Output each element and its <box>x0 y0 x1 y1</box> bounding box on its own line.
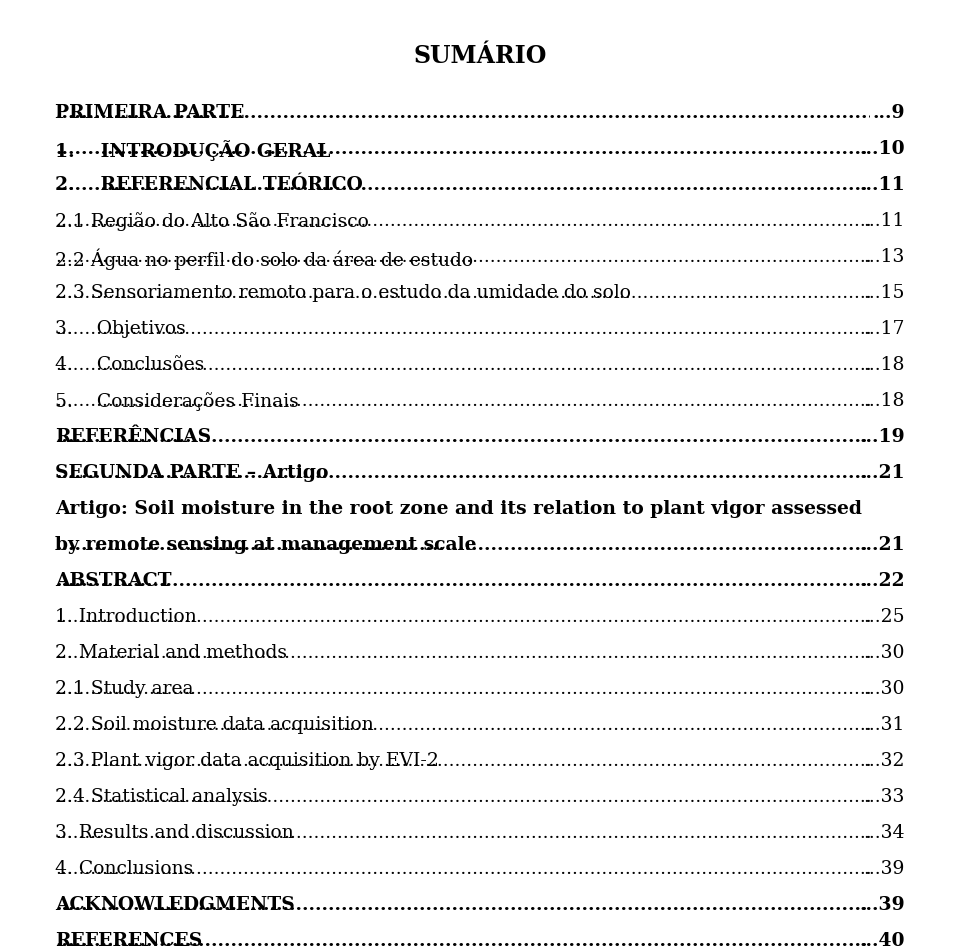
Text: ................................................................................: ........................................… <box>55 644 960 662</box>
Text: ................................................................................: ........................................… <box>55 824 960 842</box>
Text: ................................................................................: ........................................… <box>55 536 960 554</box>
Text: ...31: ...31 <box>864 716 905 734</box>
Text: ................................................................................: ........................................… <box>55 752 960 770</box>
Text: by remote sensing at management scale: by remote sensing at management scale <box>55 536 476 554</box>
Text: ................................................................................: ........................................… <box>55 896 960 914</box>
Text: ...34: ...34 <box>863 824 905 842</box>
Text: ................................................................................: ........................................… <box>55 464 960 482</box>
Text: 4. Conclusions: 4. Conclusions <box>55 860 193 878</box>
Text: 1. Introduction: 1. Introduction <box>55 608 197 626</box>
Text: ...33: ...33 <box>864 788 905 806</box>
Text: ................................................................................: ........................................… <box>55 608 960 626</box>
Text: ................................................................................: ........................................… <box>55 356 960 374</box>
Text: 2.2 Água no perfil do solo da área de estudo: 2.2 Água no perfil do solo da área de es… <box>55 248 473 270</box>
Text: 2.4 Statistical analysis: 2.4 Statistical analysis <box>55 788 268 806</box>
Text: REFERENCES: REFERENCES <box>55 932 203 949</box>
Text: 2. Material and methods: 2. Material and methods <box>55 644 287 662</box>
Text: ...21: ...21 <box>859 536 905 554</box>
Text: PRIMEIRA PARTE: PRIMEIRA PARTE <box>55 104 245 122</box>
Text: ...32: ...32 <box>863 752 905 770</box>
Text: ................................................................................: ........................................… <box>55 392 960 410</box>
Text: 3. Results and discussion: 3. Results and discussion <box>55 824 294 842</box>
Text: REFERÊNCIAS: REFERÊNCIAS <box>55 428 211 446</box>
Text: ................................................................................: ........................................… <box>55 176 960 194</box>
Text: ...21: ...21 <box>859 464 905 482</box>
Text: ...30: ...30 <box>863 644 905 662</box>
Text: 5.    Considerações Finais: 5. Considerações Finais <box>55 392 299 411</box>
Text: SEGUNDA PARTE – Artigo: SEGUNDA PARTE – Artigo <box>55 464 328 482</box>
Text: 2.1 Região do Alto São Francisco: 2.1 Região do Alto São Francisco <box>55 212 369 231</box>
Text: ACKNOWLEDGMENTS: ACKNOWLEDGMENTS <box>55 896 295 914</box>
Text: ...39: ...39 <box>859 896 905 914</box>
Text: ...22: ...22 <box>859 572 905 590</box>
Text: 2.1 Study area: 2.1 Study area <box>55 680 194 698</box>
Text: ................................................................................: ........................................… <box>55 572 960 590</box>
Text: ................................................................................: ........................................… <box>55 248 960 266</box>
Text: ...39: ...39 <box>864 860 905 878</box>
Text: ................................................................................: ........................................… <box>55 860 960 878</box>
Text: ................................................................................: ........................................… <box>55 932 960 949</box>
Text: ...13: ...13 <box>864 248 905 266</box>
Text: 3.    Objetivos: 3. Objetivos <box>55 320 185 338</box>
Text: ...30: ...30 <box>863 680 905 698</box>
Text: ................................................................................: ........................................… <box>55 428 960 446</box>
Text: ...10: ...10 <box>859 140 905 158</box>
Text: Artigo: Soil moisture in the root zone and its relation to plant vigor assessed: Artigo: Soil moisture in the root zone a… <box>55 500 862 518</box>
Text: 2.2 Soil moisture data acquisition: 2.2 Soil moisture data acquisition <box>55 716 373 734</box>
Text: ABSTRACT: ABSTRACT <box>55 572 172 590</box>
Text: 2.3 Sensoriamento remoto para o estudo da umidade do solo: 2.3 Sensoriamento remoto para o estudo d… <box>55 284 631 302</box>
Text: 2.3 Plant vigor data acquisition by EVI-2: 2.3 Plant vigor data acquisition by EVI-… <box>55 752 439 770</box>
Text: ................................................................................: ........................................… <box>55 680 960 698</box>
Text: ...18: ...18 <box>863 356 905 374</box>
Text: 4.    Conclusões: 4. Conclusões <box>55 356 204 374</box>
Text: ...9: ...9 <box>873 104 905 122</box>
Text: ................................................................................: ........................................… <box>55 788 960 806</box>
Text: ................................................................................: ........................................… <box>55 104 960 122</box>
Text: ...17: ...17 <box>863 320 905 338</box>
Text: ................................................................................: ........................................… <box>55 320 960 338</box>
Text: ................................................................................: ........................................… <box>55 284 960 302</box>
Text: ...25: ...25 <box>863 608 905 626</box>
Text: ...15: ...15 <box>863 284 905 302</box>
Text: 2.    REFERENCIAL TEÓRICO: 2. REFERENCIAL TEÓRICO <box>55 176 363 194</box>
Text: ................................................................................: ........................................… <box>55 212 960 230</box>
Text: ................................................................................: ........................................… <box>55 140 960 158</box>
Text: SUMÁRIO: SUMÁRIO <box>414 44 546 68</box>
Text: ...18: ...18 <box>863 392 905 410</box>
Text: ...11: ...11 <box>864 212 905 230</box>
Text: 1.    INTRODUÇÃO GERAL: 1. INTRODUÇÃO GERAL <box>55 140 330 161</box>
Text: ...40: ...40 <box>859 932 905 949</box>
Text: ...19: ...19 <box>859 428 905 446</box>
Text: ...11: ...11 <box>859 176 905 194</box>
Text: ................................................................................: ........................................… <box>55 716 960 734</box>
